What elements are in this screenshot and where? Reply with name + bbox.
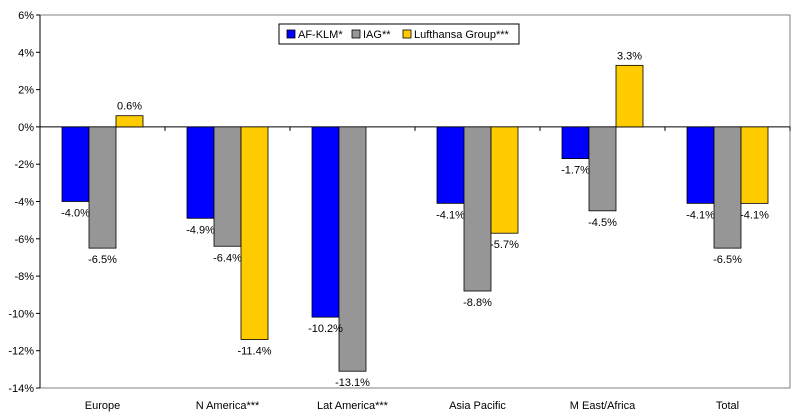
- data-label: -4.5%: [588, 217, 617, 229]
- x-category-label: Lat America***: [317, 400, 389, 412]
- legend-swatch: [286, 29, 296, 39]
- data-label: -8.8%: [463, 297, 492, 309]
- x-category-label: Asia Pacific: [449, 400, 506, 412]
- chart-bars: [61, 64, 769, 372]
- bar: [338, 126, 367, 372]
- chart-legend: AF-KLM* IAG** Lufthansa Group***: [278, 23, 520, 45]
- y-tick-label: -14%: [8, 383, 34, 395]
- y-tick-label: -12%: [8, 346, 34, 358]
- data-label: -4.1%: [436, 209, 465, 221]
- data-label: -4.0%: [61, 208, 90, 220]
- y-tick-label: 2%: [18, 85, 34, 97]
- data-label: -4.1%: [740, 209, 769, 221]
- y-tick-label: -2%: [14, 159, 34, 171]
- data-label: -11.4%: [237, 346, 271, 358]
- bar: [240, 126, 269, 340]
- y-tick-label: 0%: [18, 122, 34, 134]
- legend-swatch: [351, 29, 361, 39]
- y-tick-label: -4%: [14, 197, 34, 209]
- bar: [213, 126, 242, 247]
- legend-label: AF-KLM*: [298, 29, 343, 41]
- bar: [686, 126, 715, 204]
- legend-swatch: [402, 29, 412, 39]
- bar: [186, 126, 215, 219]
- data-label: -5.7%: [490, 239, 519, 251]
- bar: [490, 126, 519, 234]
- y-tick-label: -10%: [8, 308, 34, 320]
- bar: [713, 126, 742, 249]
- chart-data-labels: -4.0% -4.9% -10.2% -4.1% -1.7% -4.1% -6.5% -6.4…: [61, 50, 769, 389]
- legend-label: Lufthansa Group***: [414, 29, 510, 41]
- legend-box: [278, 23, 520, 45]
- bar: [588, 126, 617, 212]
- data-label: -1.7%: [561, 165, 590, 177]
- legend-label: IAG**: [363, 29, 391, 41]
- data-label: -6.5%: [88, 254, 117, 266]
- data-label: -4.9%: [186, 224, 215, 236]
- chart-axes: 6% 4% 2% 0% -2% -4% -6% -8% -10% -12% -14% Europe N …: [8, 10, 791, 412]
- data-label: -4.1%: [686, 209, 715, 221]
- bar: [463, 126, 492, 292]
- x-category-label: Total: [716, 400, 739, 412]
- x-category-label: Europe: [85, 400, 120, 412]
- x-category-label: N America***: [196, 400, 260, 412]
- data-label: -13.1%: [335, 377, 370, 389]
- bar: [311, 126, 340, 318]
- data-label: -10.2%: [308, 323, 343, 335]
- x-category-label: M East/Africa: [570, 400, 636, 412]
- bar: [740, 126, 769, 204]
- bar: [615, 64, 644, 128]
- plot-area-frame: [39, 14, 791, 389]
- data-label: 0.6%: [117, 101, 142, 113]
- bar: [88, 126, 117, 249]
- data-label: -6.4%: [213, 252, 242, 264]
- bar: [115, 115, 144, 128]
- y-tick-label: 4%: [18, 47, 34, 59]
- data-label: -6.5%: [713, 254, 742, 266]
- bar: [61, 126, 90, 202]
- data-label: 3.3%: [617, 50, 642, 62]
- bar: [436, 126, 465, 204]
- y-tick-label: -6%: [14, 234, 34, 246]
- bar: [561, 126, 590, 160]
- y-tick-label: 6%: [18, 10, 34, 22]
- y-tick-label: -8%: [14, 271, 34, 283]
